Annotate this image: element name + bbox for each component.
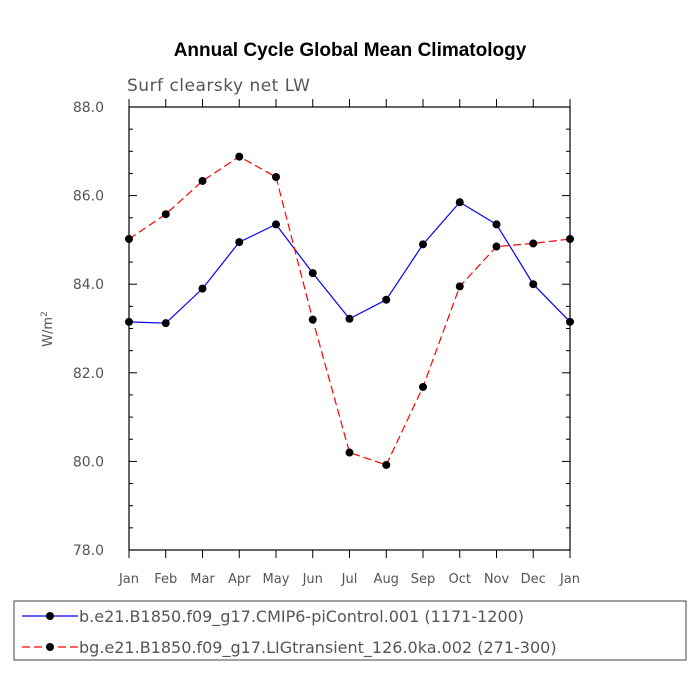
series-line-2 xyxy=(128,155,571,466)
x-tick-label: Feb xyxy=(154,572,177,587)
x-tick-label: Sep xyxy=(411,572,436,587)
x-tick-label: Dec xyxy=(521,572,546,587)
y-axis-ticks: 78.0 80.0 82.0 84.0 86.0 88.0 xyxy=(73,100,570,559)
series-layer xyxy=(125,152,574,469)
series-1-point xyxy=(308,269,317,278)
y-tick-label: 86.0 xyxy=(73,189,104,205)
legend-marker-2 xyxy=(46,643,54,651)
series-1-point xyxy=(198,284,207,293)
series-2-point xyxy=(455,282,464,291)
legend: b.e21.B1850.f09_g17.CMIP6-piControl.001 … xyxy=(22,607,557,658)
series-2-point xyxy=(235,152,244,161)
x-tick-label: Nov xyxy=(484,572,510,587)
series-1-point xyxy=(235,238,244,247)
chart-title: Annual Cycle Global Mean Climatology xyxy=(174,40,527,61)
x-tick-label: Jan xyxy=(118,572,139,587)
y-tick-label: 80.0 xyxy=(73,454,104,470)
plot-frame xyxy=(128,106,571,551)
series-1-point xyxy=(492,220,501,229)
series-1-point xyxy=(161,319,170,328)
series-1-point xyxy=(455,198,464,207)
legend-marker-1 xyxy=(46,612,54,620)
x-tick-label: Oct xyxy=(449,572,471,587)
series-2-point xyxy=(198,176,207,185)
y-tick-label: 88.0 xyxy=(73,100,104,116)
series-2-point xyxy=(345,448,354,457)
series-2-point xyxy=(419,382,427,391)
series-2-point xyxy=(161,210,170,219)
x-tick-label: Mar xyxy=(190,572,215,587)
y-tick-label: 84.0 xyxy=(73,277,104,293)
x-tick-label: Jan xyxy=(559,572,580,587)
x-tick-label: Jun xyxy=(302,572,323,587)
y-tick-label: 78.0 xyxy=(73,543,104,559)
series-1-point xyxy=(566,317,574,326)
series-2-point xyxy=(308,315,317,324)
series-1-point xyxy=(382,295,391,304)
series-1-point xyxy=(419,240,427,249)
series-2-point xyxy=(566,235,574,244)
legend-box xyxy=(13,600,687,661)
series-2-point xyxy=(492,242,501,251)
series-1-point xyxy=(529,280,538,289)
series-1-point xyxy=(125,317,133,326)
x-axis-ticks: Jan Feb Mar Apr May Jun Jul Aug Sep Oct Nov Dec Jan xyxy=(118,99,580,587)
legend-label-2: bg.e21.B1850.f09_g17.LIGtransient_126.0k… xyxy=(79,638,557,658)
x-tick-label: Aug xyxy=(374,572,399,587)
y-tick-label: 82.0 xyxy=(73,366,104,382)
series-2-point xyxy=(272,172,280,181)
legend-label-1: b.e21.B1850.f09_g17.CMIP6-piControl.001 … xyxy=(79,607,524,627)
series-2-point xyxy=(125,235,133,244)
series-1-point xyxy=(272,220,280,229)
series-2-point xyxy=(382,460,391,469)
x-tick-label: Jul xyxy=(341,572,358,587)
y-axis-label: W/m2 xyxy=(40,311,56,347)
series-1-point xyxy=(345,314,354,323)
series-line-1 xyxy=(128,201,571,324)
chart-subtitle: Surf clearsky net LW xyxy=(127,76,310,96)
series-2-point xyxy=(529,239,538,248)
x-tick-label: May xyxy=(263,572,290,587)
x-tick-label: Apr xyxy=(228,572,251,587)
